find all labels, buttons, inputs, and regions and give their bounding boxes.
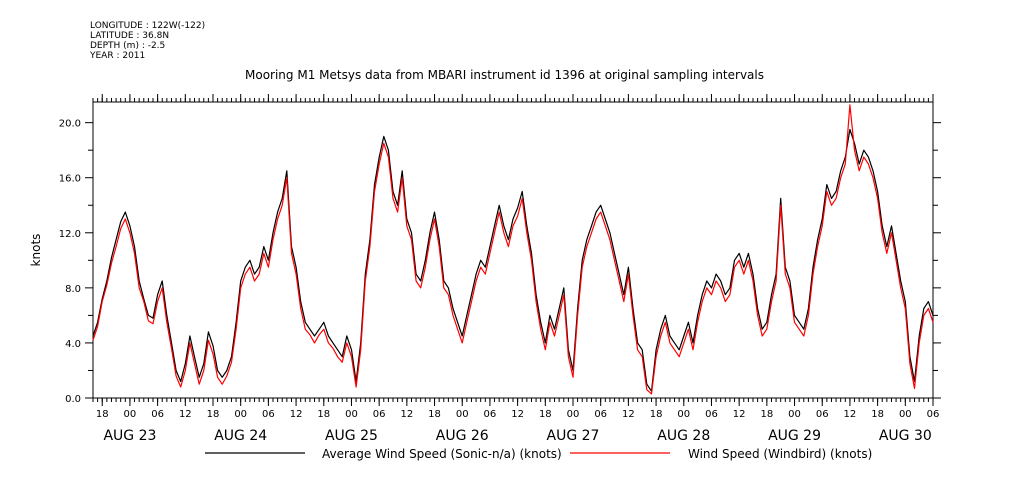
y-tick-label: 16.0 [59, 174, 81, 185]
x-date-label: AUG 26 [436, 428, 489, 444]
x-tick-label: 12 [179, 409, 192, 420]
y-axis-label: knots [29, 234, 43, 267]
y-tick-label: 12.0 [59, 229, 81, 240]
y-tick-label: 0.0 [65, 394, 81, 405]
depth-label: DEPTH (m) : -2.5 [90, 41, 166, 51]
latitude-label: LATITUDE : 36.8N [90, 31, 170, 41]
x-tick-label: 06 [373, 409, 386, 420]
legend: Average Wind Speed (Sonic-n/a) (knots) Wi… [205, 447, 872, 461]
x-tick-label: 18 [428, 409, 441, 420]
x-date-label: AUG 23 [103, 428, 156, 444]
x-tick-label: 06 [262, 409, 275, 420]
x-tick-label: 00 [788, 409, 801, 420]
x-tick-label: 18 [207, 409, 220, 420]
x-tick-label: 00 [567, 409, 580, 420]
x-date-label: AUG 25 [325, 428, 378, 444]
plot-frame [92, 101, 934, 399]
x-tick-label: 18 [760, 409, 773, 420]
x-tick-label: 18 [317, 409, 330, 420]
x-date-label: AUG 27 [547, 428, 600, 444]
x-tick-label: 06 [151, 409, 164, 420]
x-tick-label: 12 [733, 409, 746, 420]
x-tick-label: 06 [927, 409, 940, 420]
x-tick-label: 18 [871, 409, 884, 420]
year-label: YEAR : 2011 [90, 51, 146, 61]
x-tick-label: 00 [345, 409, 358, 420]
x-tick-label: 00 [234, 409, 247, 420]
series-line-windbird [92, 104, 934, 395]
x-tick-label: 00 [899, 409, 912, 420]
minor-ticks [92, 98, 934, 402]
dataset-metadata: LONGITUDE : 122W(-122) LATITUDE : 36.8N … [90, 21, 205, 61]
x-tick-label: 12 [511, 409, 524, 420]
x-tick-label: 06 [484, 409, 497, 420]
y-tick-label: 4.0 [65, 339, 81, 350]
series-line-sonic [92, 128, 934, 392]
x-date-label: AUG 29 [768, 428, 821, 444]
x-tick-label: 06 [816, 409, 829, 420]
x-date-label: AUG 28 [657, 428, 710, 444]
legend-label-sonic: Average Wind Speed (Sonic-n/a) (knots) [322, 447, 562, 461]
x-tick-label: 12 [844, 409, 857, 420]
x-tick-label: 00 [124, 409, 137, 420]
longitude-label: LONGITUDE : 122W(-122) [90, 21, 206, 31]
x-tick-label: 12 [400, 409, 413, 420]
legend-label-windbird: Wind Speed (Windbird) (knots) [688, 447, 872, 461]
y-tick-label: 8.0 [65, 284, 81, 295]
x-tick-label: 06 [705, 409, 718, 420]
y-tick-label: 20.0 [59, 119, 81, 130]
x-tick-label: 18 [96, 409, 109, 420]
x-tick-label: 00 [677, 409, 690, 420]
x-tick-label: 06 [594, 409, 607, 420]
x-tick-label: 12 [622, 409, 635, 420]
x-tick-label: 18 [650, 409, 663, 420]
chart-title: Mooring M1 Metsys data from MBARI instru… [245, 68, 764, 82]
x-tick-label: 00 [456, 409, 469, 420]
x-date-label: AUG 24 [214, 428, 267, 444]
x-tick-label: 12 [290, 409, 303, 420]
x-date-label: AUG 30 [879, 428, 932, 444]
x-tick-label: 18 [539, 409, 552, 420]
